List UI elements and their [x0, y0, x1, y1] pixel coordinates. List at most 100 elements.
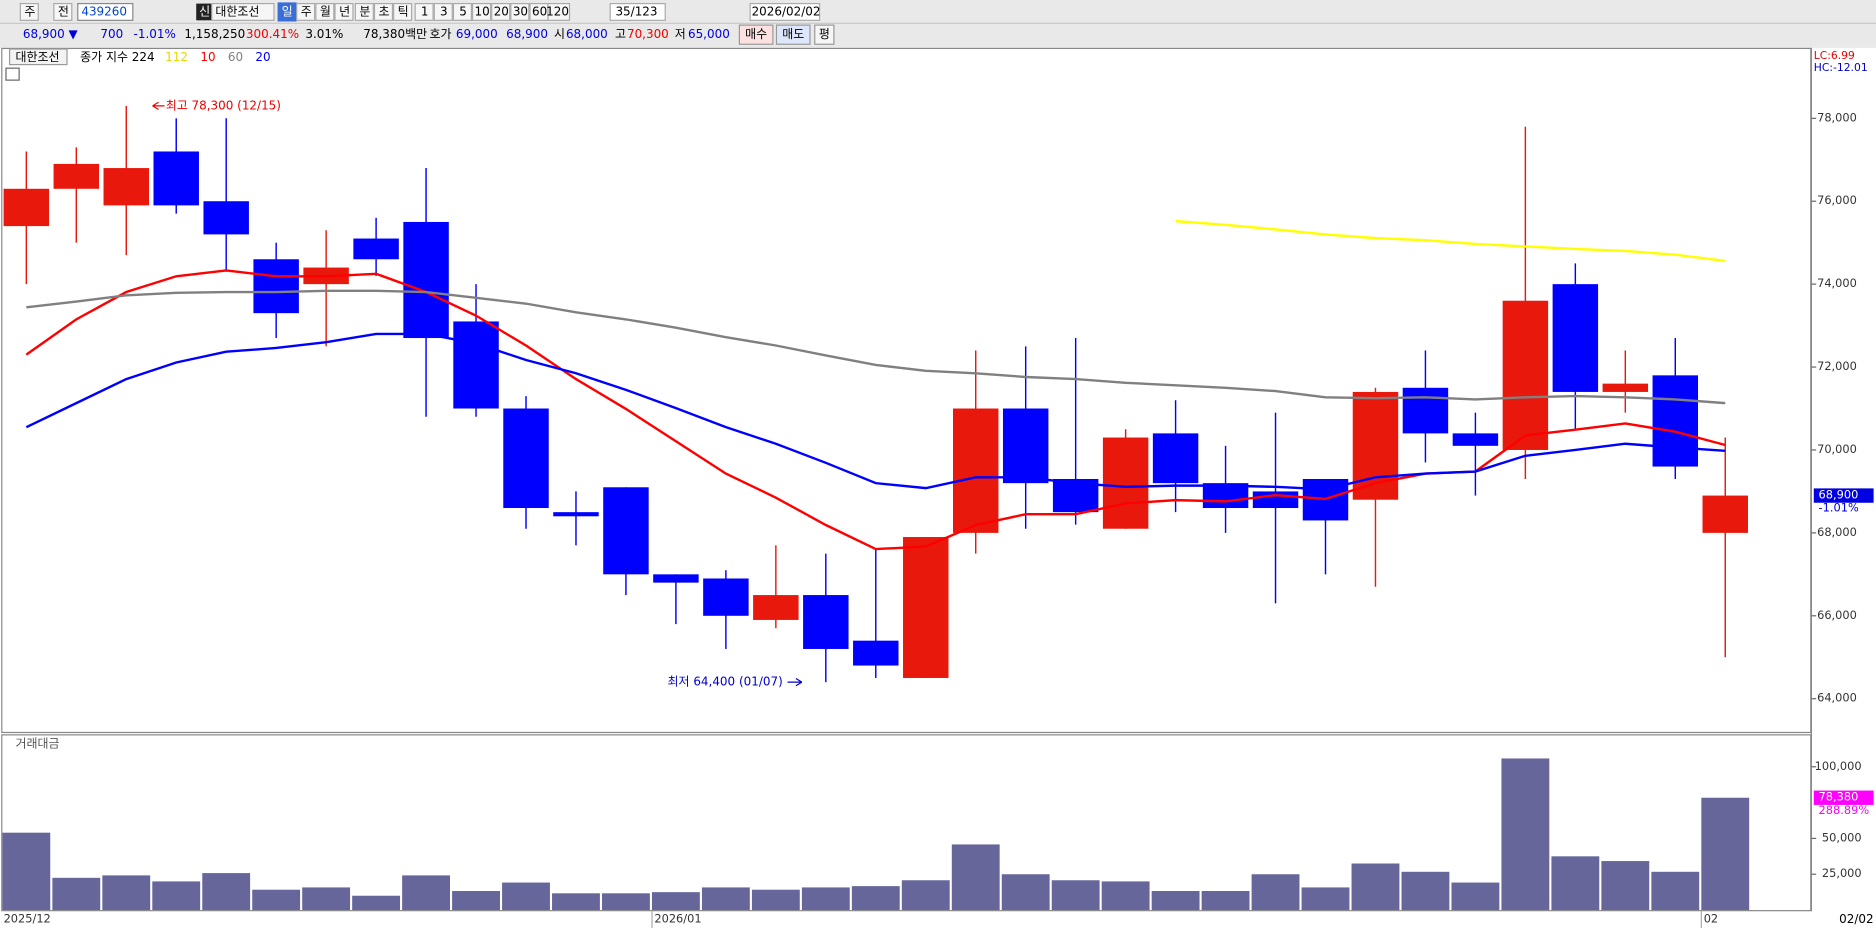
tool-button[interactable]	[373, 2, 394, 21]
candle-body	[1702, 495, 1748, 533]
volume-bar	[102, 875, 151, 911]
volume-bar	[1451, 882, 1500, 911]
moving-average-line	[1175, 219, 1726, 263]
volume-title: 거래대금	[16, 736, 60, 750]
trade-button[interactable]	[814, 24, 835, 45]
candle-body	[1002, 408, 1049, 484]
tool-button[interactable]	[354, 2, 374, 21]
candle-body	[753, 595, 799, 620]
volume-bar	[202, 873, 251, 911]
count-box	[609, 2, 666, 21]
tool-button[interactable]	[315, 2, 335, 21]
candle-body	[203, 201, 249, 235]
volume-bar	[1201, 891, 1250, 911]
candle-body	[952, 408, 999, 533]
last-volume-label: 78,380	[1819, 790, 1859, 804]
toolbar-text[interactable]: 월	[320, 4, 331, 18]
trade-button[interactable]	[775, 24, 811, 45]
legend-prefix: 종가 지수 224	[80, 50, 154, 64]
title-box	[8, 48, 68, 66]
quote-text: 69,000	[456, 27, 498, 41]
volume-bar	[1501, 758, 1550, 911]
last-volume-change: 288.89%	[1819, 803, 1870, 817]
tool-button[interactable]	[19, 2, 39, 21]
trade-button[interactable]	[738, 24, 774, 45]
tool-button[interactable]	[414, 2, 434, 21]
annotation-arrow	[152, 101, 165, 110]
candle-body	[353, 238, 399, 260]
y-tick-label: 64,000	[1817, 691, 1857, 705]
toolbar-text[interactable]: 일	[282, 4, 293, 18]
toolbar-text: 35/123	[615, 4, 657, 18]
candle-body	[1402, 387, 1449, 434]
x-end-label: 02/02	[1839, 912, 1873, 926]
trade-button-label[interactable]: 평	[819, 27, 830, 41]
tool-button[interactable]	[491, 2, 511, 21]
toolbar-text[interactable]: 2026/02/02	[752, 4, 821, 18]
quote-text: 68,900	[506, 27, 548, 41]
toolbar-text[interactable]: 주	[301, 4, 312, 18]
period-active[interactable]	[277, 2, 297, 22]
toolbar-text[interactable]: 틱	[398, 4, 409, 18]
tool-button[interactable]	[471, 2, 492, 21]
toolbar-text[interactable]: 대한조선	[215, 4, 259, 18]
volume-bar	[552, 893, 600, 911]
tool-button[interactable]	[393, 2, 413, 21]
candle-body	[603, 487, 649, 575]
volume-bar	[2, 832, 51, 911]
tool-button[interactable]	[452, 2, 472, 21]
date-box[interactable]	[749, 2, 821, 21]
toolbar-text[interactable]: 60	[532, 4, 547, 18]
trade-button-label[interactable]: 매도	[782, 27, 804, 41]
toolbar-text[interactable]: 분	[359, 4, 370, 18]
tool-button[interactable]	[433, 2, 453, 21]
y-tick-label: 72,000	[1817, 359, 1857, 373]
toolbar-text[interactable]: 120	[546, 4, 569, 18]
toolbar-text[interactable]: 신	[199, 4, 210, 18]
x-tick-label: 02	[1704, 912, 1718, 926]
annotation-arrow	[787, 678, 803, 687]
tool-button[interactable]	[211, 2, 275, 21]
tool-button[interactable]	[53, 2, 73, 21]
tool-button[interactable]	[547, 2, 571, 21]
trade-button-label[interactable]: 매수	[745, 27, 767, 41]
volume-bar	[502, 882, 550, 911]
toolbar-text[interactable]: 3	[440, 4, 448, 18]
tool-button[interactable]	[510, 2, 530, 21]
candle-body	[453, 321, 499, 409]
toolbar-text[interactable]: 년	[339, 4, 350, 18]
quote-text: 70,300	[627, 27, 669, 41]
toolbar-text[interactable]: 20	[494, 4, 509, 18]
volume-bar	[851, 886, 900, 911]
toolbar-text[interactable]: 주	[24, 4, 35, 18]
last-change-label: -1.01%	[1819, 501, 1859, 515]
toolbar-text[interactable]: 전	[58, 4, 69, 18]
toolbar-text[interactable]: 439260	[81, 4, 127, 18]
toolbar-text[interactable]: 10	[475, 4, 490, 18]
volume-bar	[1651, 871, 1700, 911]
toolbar-text[interactable]: 초	[379, 4, 390, 18]
toolbar-text[interactable]: 30	[513, 4, 528, 18]
y-tick-label: 70,000	[1817, 442, 1857, 456]
legend-entry: 10	[200, 50, 215, 64]
candle-body	[803, 595, 849, 649]
legend-entry: 60	[228, 50, 243, 64]
panel-icon[interactable]	[5, 67, 20, 81]
quote-text: 시	[554, 27, 565, 41]
quote-text: 저	[675, 27, 686, 41]
moving-average-line	[26, 289, 1726, 405]
tool-button[interactable]	[334, 2, 354, 21]
candle-body	[1202, 483, 1249, 509]
quote-text: 고	[615, 27, 626, 41]
last-volume-marker	[1813, 790, 1874, 805]
y-tick-label: 50,000	[1822, 830, 1862, 844]
toolbar-text[interactable]: 1	[421, 4, 429, 18]
tool-button[interactable]	[296, 2, 316, 21]
code-input[interactable]	[77, 2, 134, 21]
toolbar-text[interactable]: 5	[459, 4, 467, 18]
volume-bar	[252, 889, 301, 911]
volume-bar	[602, 893, 650, 911]
candle-body	[1252, 491, 1299, 509]
annotation: 최저 64,400 (01/07)	[668, 675, 783, 689]
